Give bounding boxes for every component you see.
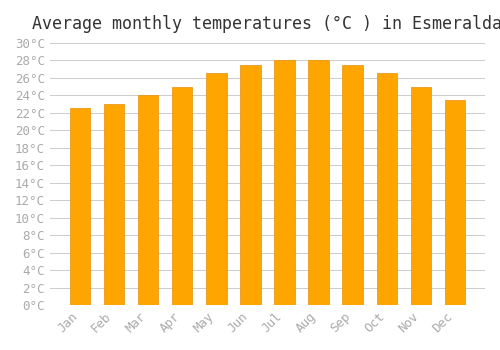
Bar bbox=[104, 104, 124, 305]
Bar bbox=[308, 60, 329, 305]
Bar bbox=[445, 100, 465, 305]
Bar bbox=[70, 108, 90, 305]
Bar bbox=[240, 65, 260, 305]
Bar bbox=[342, 65, 363, 305]
Bar bbox=[172, 86, 193, 305]
Bar bbox=[274, 60, 294, 305]
Bar bbox=[410, 86, 431, 305]
Bar bbox=[376, 74, 397, 305]
Title: Average monthly temperatures (°C ) in Esmeralda: Average monthly temperatures (°C ) in Es… bbox=[32, 15, 500, 33]
Bar bbox=[206, 74, 227, 305]
Bar bbox=[138, 95, 158, 305]
